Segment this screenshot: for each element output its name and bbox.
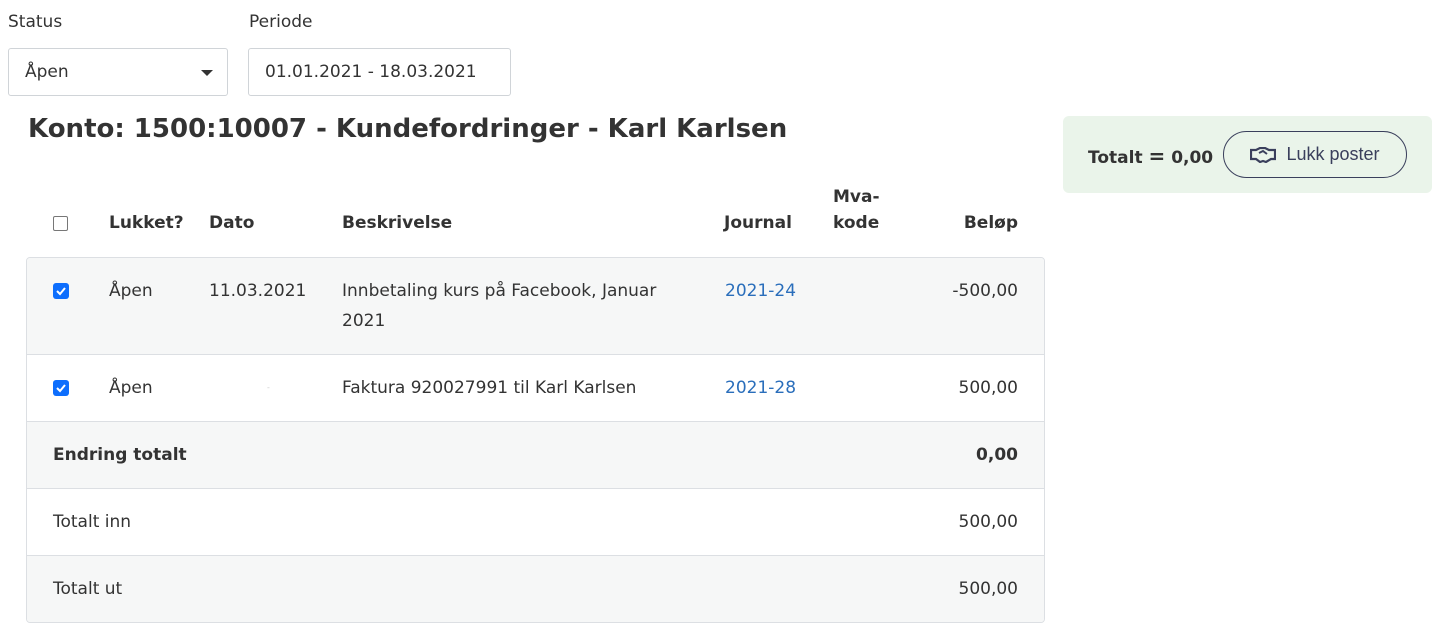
table-row: Åpen 11.03.2021 Innbetaling kurs på Face… — [27, 258, 1044, 355]
row-description: Faktura 920027991 til Karl Karlsen — [342, 378, 637, 398]
entries-table: Åpen 11.03.2021 Innbetaling kurs på Face… — [26, 257, 1045, 623]
page-title: Konto: 1500:10007 - Kundefordringer - Ka… — [28, 114, 788, 144]
col-closed: Lukket? — [109, 213, 184, 233]
row-date: 11.03.2021 — [209, 281, 307, 301]
total-label: Totalt inn — [53, 512, 132, 532]
check-icon — [56, 287, 66, 296]
period-label: Periode — [249, 12, 313, 32]
total-value: 0,00 — [1171, 148, 1214, 168]
col-date: Dato — [209, 213, 255, 233]
col-vat: Mva-kode — [833, 187, 880, 233]
status-label: Status — [8, 12, 63, 32]
col-description: Beskrivelse — [342, 213, 453, 233]
row-checkbox[interactable] — [53, 283, 69, 299]
total-value: 500,00 — [958, 579, 1018, 599]
status-select[interactable]: Åpen — [8, 48, 228, 96]
total-value: 0,00 — [976, 445, 1018, 465]
caret-down-icon — [201, 70, 213, 76]
select-all-checkbox[interactable] — [53, 216, 68, 231]
summary-panel: Totalt = 0,00 Lukk poster — [1063, 116, 1432, 193]
total-label: Endring totalt — [53, 445, 187, 465]
check-icon — [56, 384, 66, 393]
col-amount: Beløp — [963, 213, 1018, 233]
table-header: Lukket? Dato Beskrivelse Journal Mva-kod… — [26, 180, 1045, 256]
row-status: Åpen — [109, 281, 153, 301]
total-row-change: Endring totalt 0,00 — [27, 422, 1044, 489]
journal-link[interactable]: 2021-24 — [725, 281, 797, 301]
close-entries-button[interactable]: Lukk poster — [1223, 131, 1407, 178]
table-row: Åpen - Faktura 920027991 til Karl Karlse… — [27, 355, 1044, 422]
total-label: Totalt ut — [53, 579, 123, 599]
row-date: - — [267, 383, 270, 392]
close-entries-label: Lukk poster — [1286, 144, 1380, 164]
status-value: Åpen — [25, 62, 69, 82]
period-input[interactable]: 01.01.2021 - 18.03.2021 — [248, 48, 511, 96]
equals-sign: = — [1148, 144, 1166, 168]
row-amount: -500,00 — [952, 281, 1018, 301]
row-amount: 500,00 — [958, 378, 1018, 398]
total-value: 500,00 — [958, 512, 1018, 532]
col-journal: Journal — [724, 213, 792, 233]
total-row-out: Totalt ut 500,00 — [27, 556, 1044, 622]
total-label: Totalt — [1088, 148, 1143, 168]
row-checkbox[interactable] — [53, 380, 69, 396]
total-summary: Totalt = 0,00 — [1088, 144, 1213, 168]
period-value: 01.01.2021 - 18.03.2021 — [265, 62, 477, 82]
row-status: Åpen — [109, 378, 153, 398]
row-description: Innbetaling kurs på Facebook, Januar 2021 — [342, 281, 657, 331]
handshake-icon — [1250, 146, 1277, 163]
journal-link[interactable]: 2021-28 — [725, 378, 797, 398]
total-row-in: Totalt inn 500,00 — [27, 489, 1044, 556]
